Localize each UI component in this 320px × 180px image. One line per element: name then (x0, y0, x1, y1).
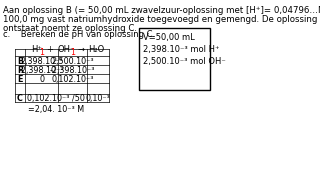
Text: ontstaat noemt ze oplossing C.: ontstaat noemt ze oplossing C. (3, 24, 137, 33)
Text: V=50,00 mL: V=50,00 mL (143, 33, 195, 42)
Text: OH⁻: OH⁻ (58, 45, 75, 54)
Text: -2,398.10⁻³: -2,398.10⁻³ (50, 66, 96, 75)
Text: →: → (77, 45, 84, 54)
Text: E: E (17, 75, 22, 84)
Text: Aan oplossing B (= 50,00 mL zwavelzuur-oplossing met [H⁺]= 0,04796…M) wordt: Aan oplossing B (= 50,00 mL zwavelzuur-o… (3, 6, 320, 15)
Text: R: R (17, 66, 23, 75)
Text: 1: 1 (70, 48, 75, 57)
Text: H₂O: H₂O (88, 45, 104, 54)
Text: 0,10⁻³: 0,10⁻³ (86, 93, 111, 102)
Text: =2,04. 10⁻³ M: =2,04. 10⁻³ M (28, 105, 84, 114)
Text: 0: 0 (39, 75, 44, 84)
Text: +: + (46, 45, 53, 54)
Text: 2,398.10⁻³ mol H⁺: 2,398.10⁻³ mol H⁺ (143, 45, 220, 54)
Text: 2,500.10⁻³ mol OH⁻: 2,500.10⁻³ mol OH⁻ (143, 57, 226, 66)
Text: -2,398.10⁻³: -2,398.10⁻³ (19, 66, 64, 75)
Text: C: C (17, 93, 23, 102)
Text: c.    Bereken de pH van oplossing C.: c. Bereken de pH van oplossing C. (3, 30, 155, 39)
Text: 2,398.10⁻³: 2,398.10⁻³ (20, 57, 63, 66)
Text: 100,0 mg vast natriumhydroxide toegevoegd en gemengd. De oplossing die dan: 100,0 mg vast natriumhydroxide toegevoeg… (3, 15, 320, 24)
Text: 0,102.10⁻³: 0,102.10⁻³ (52, 75, 94, 84)
Text: 2,500.10⁻³: 2,500.10⁻³ (52, 57, 94, 66)
Text: 0,102.10⁻³ /50: 0,102.10⁻³ /50 (27, 93, 85, 102)
Text: B: B (17, 57, 23, 66)
Text: H⁺: H⁺ (31, 45, 42, 54)
Text: 1: 1 (39, 48, 44, 57)
FancyBboxPatch shape (139, 28, 210, 90)
